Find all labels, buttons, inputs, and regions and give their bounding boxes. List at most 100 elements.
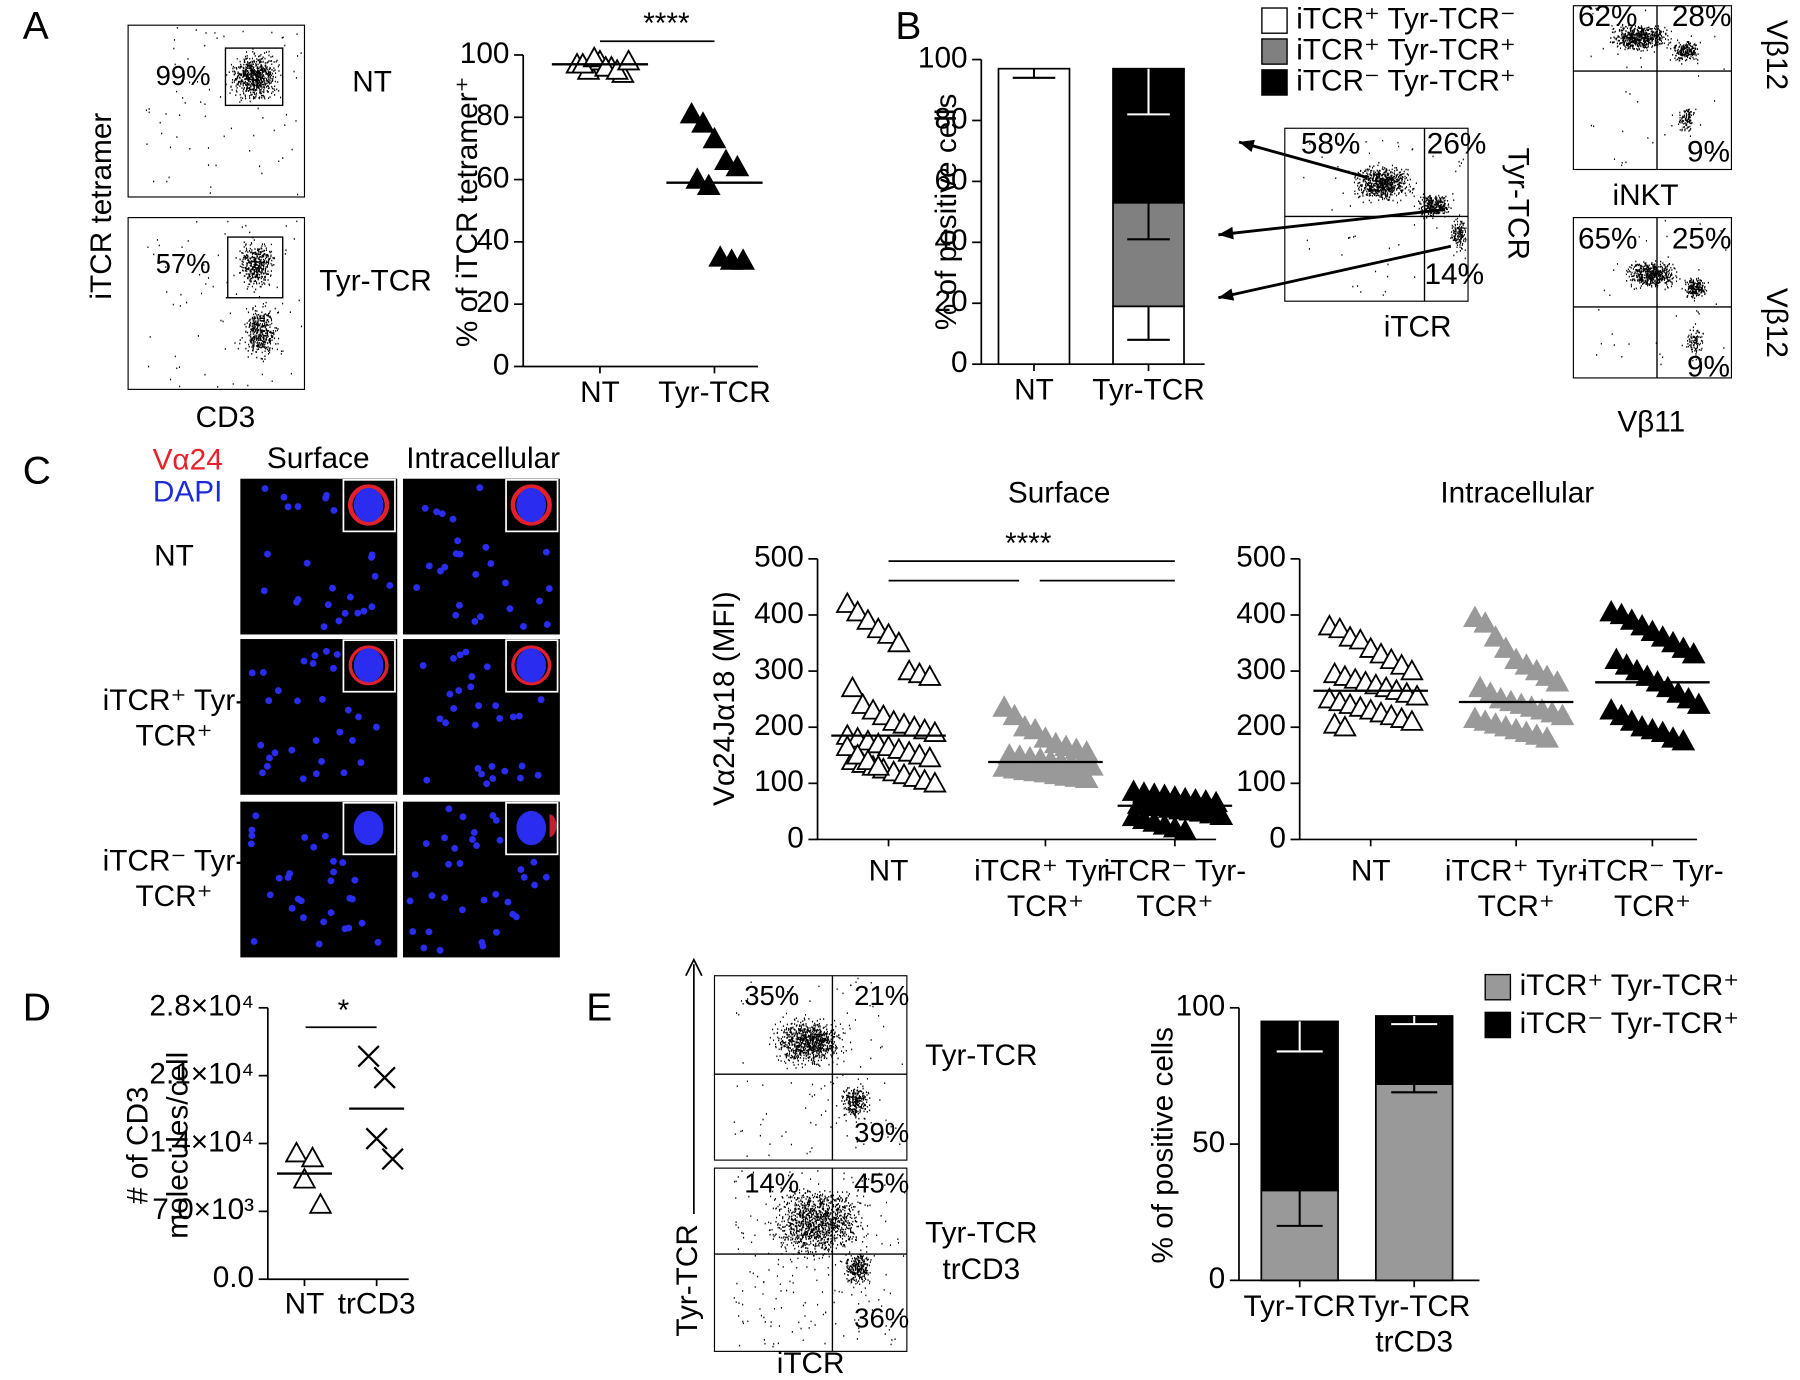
axis-label: Vβ12 — [1760, 288, 1793, 358]
x-tick-label-box: iTCR⁻ Tyr-TCR⁺ — [1103, 853, 1247, 924]
panel-label: A — [23, 5, 49, 48]
dot-marker — [1473, 611, 1498, 633]
x-tick-label-box: Tyr-TCR — [658, 374, 771, 409]
y-tick-label: 50 — [1192, 1126, 1225, 1159]
row-label-box: iTCR⁻ Tyr-TCR⁺ — [102, 842, 246, 913]
y-tick-label: 300 — [1236, 653, 1286, 686]
axis-label: iTCR — [777, 1347, 845, 1380]
quadrant-percent: 25% — [1672, 222, 1732, 255]
x-tick-label-box: Tyr-TCR — [1243, 1288, 1355, 1322]
plot-label: NT — [352, 65, 392, 98]
significance: **** — [1005, 527, 1052, 560]
x-tick-label: Tyr-TCR trCD3 — [1357, 1288, 1471, 1359]
y-axis-label: % of iTCR tetramer⁺ — [451, 77, 484, 347]
dot-marker — [1400, 658, 1424, 681]
y-axis-label: % of positive cells — [930, 94, 963, 331]
x-tick-label: NT — [868, 853, 909, 888]
row-label: iTCR⁺ Tyr-TCR⁺ — [102, 682, 246, 753]
dot-marker — [835, 734, 860, 757]
row-label-box: NT — [154, 538, 194, 573]
error-bar — [1391, 1015, 1438, 1026]
x-tick-label-box: NT — [285, 1286, 325, 1320]
dot-marker — [1002, 703, 1027, 726]
x-tick-label-box: NT — [580, 374, 620, 408]
axis-label: Vβ11 — [1617, 406, 1685, 439]
x-tick-label-box: NT — [1014, 372, 1054, 406]
x-tick-label: trCD3 — [337, 1286, 416, 1321]
dot-marker — [1493, 636, 1518, 658]
flow-plot-frame — [1572, 217, 1733, 379]
legend-label: iTCR⁻ Tyr-TCR⁺ — [1296, 64, 1515, 97]
quadrant-percent: 65% — [1578, 222, 1638, 255]
chart-title: Intracellular — [1440, 477, 1594, 510]
decoration — [127, 5, 1733, 1352]
stain-patch — [549, 814, 557, 838]
dot-marker — [835, 591, 860, 613]
nuclei — [406, 805, 550, 954]
arrow-head — [685, 957, 703, 977]
panel-label: C — [23, 449, 51, 492]
x-tick-label-box: iTCR⁻ Tyr-TCR⁺ — [1581, 853, 1724, 923]
gate — [224, 47, 284, 107]
y-tick-label: 200 — [1236, 709, 1286, 742]
quadrant-percent: 36% — [854, 1303, 909, 1334]
significance: * — [338, 994, 350, 1027]
bar-segment — [997, 67, 1071, 366]
y-tick-label: 0 — [787, 821, 804, 854]
flow-events — [145, 27, 302, 196]
dot-marker — [714, 148, 738, 171]
y-tick-label: 2.1×10⁴ — [149, 1058, 254, 1091]
y-tick-label: 100 — [460, 37, 510, 70]
y-tick-label: 20 — [476, 286, 509, 319]
dot-marker — [866, 754, 891, 776]
dot-marker — [923, 771, 947, 793]
y-tick-label: 0.0 — [213, 1261, 254, 1294]
surface-stain — [348, 645, 389, 686]
error-bar — [1127, 306, 1170, 341]
arrow-head — [1218, 288, 1235, 301]
flow-plot-frame — [1284, 127, 1469, 302]
inset-nucleus — [353, 487, 384, 523]
flow-plot-frame — [127, 217, 306, 390]
quadrant-percent: 21% — [854, 980, 909, 1011]
stain-label: Vα24 — [153, 443, 223, 476]
x-tick-label-box: NT — [1351, 853, 1391, 887]
quadrant-percent: 14% — [1425, 258, 1485, 291]
pointer-arrow — [1218, 208, 1446, 237]
row-label: iTCR⁻ Tyr-TCR⁺ — [102, 842, 246, 913]
y-tick-label: 0 — [951, 346, 968, 379]
y-axis-label: % of positive cells — [1146, 1027, 1179, 1264]
dot-marker — [1348, 628, 1373, 650]
y-tick-label: 20 — [934, 285, 967, 318]
dot-marker — [1074, 766, 1099, 789]
panel-label: E — [586, 986, 612, 1029]
flow-events — [1596, 219, 1727, 366]
y-tick-label: 100 — [918, 41, 968, 74]
x-tick-label: iTCR⁻ Tyr-TCR⁺ — [1103, 853, 1247, 924]
y-axis-label: molecules/cell — [162, 1052, 195, 1239]
x-tick-label: Tyr-TCR — [658, 374, 771, 409]
plot-label: trCD3 — [942, 1253, 1020, 1286]
error-bar — [1391, 1084, 1438, 1094]
legend-label: iTCR⁺ Tyr-TCR⁻ — [1296, 2, 1515, 35]
row-label: NT — [154, 538, 194, 573]
dot-marker — [365, 1127, 388, 1150]
error-bar — [1276, 1021, 1323, 1053]
pointer-arrow — [1238, 140, 1368, 179]
plot-label: Tyr-TCR — [925, 1039, 1037, 1072]
plot-label: Tyr-TCR — [925, 1216, 1037, 1249]
flow-events — [733, 1170, 906, 1348]
dot-marker — [1681, 642, 1706, 664]
y-tick-label: 7.0×10³ — [152, 1193, 254, 1226]
dot-marker — [1535, 726, 1559, 748]
dot-marker — [691, 111, 715, 133]
error-bar — [1276, 1190, 1323, 1227]
y-tick-label: 60 — [476, 161, 509, 194]
panel-label: B — [895, 5, 921, 48]
y-tick-label: 300 — [754, 653, 804, 686]
dot-marker — [1333, 715, 1357, 737]
x-tick-label: Tyr-TCR — [1092, 372, 1205, 407]
error-bar — [1012, 68, 1056, 79]
y-tick-label: 200 — [754, 709, 804, 742]
inset-nucleus — [516, 487, 547, 523]
